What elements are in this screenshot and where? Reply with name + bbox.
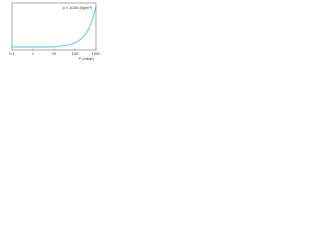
page: ρ × 1000 (kg/m³) P (mbar) 0.1 1 10 100 1000 … (0, 0, 320, 63)
x-axis-label: P (mbar) (79, 56, 95, 61)
x-tick-label: 0.1 (9, 51, 15, 56)
y-axis-label: ρ × 1000 (kg/m³) (62, 5, 92, 10)
x-tick-label: 100 (72, 51, 79, 56)
data-line (12, 5, 97, 48)
x-tick-label: 1000 (92, 51, 100, 56)
x-tick-label: 10 (52, 51, 57, 56)
chart: ρ × 1000 (kg/m³) P (mbar) 0.1 1 10 100 1000 (9, 2, 100, 61)
x-tick-label: 1 (32, 51, 35, 56)
